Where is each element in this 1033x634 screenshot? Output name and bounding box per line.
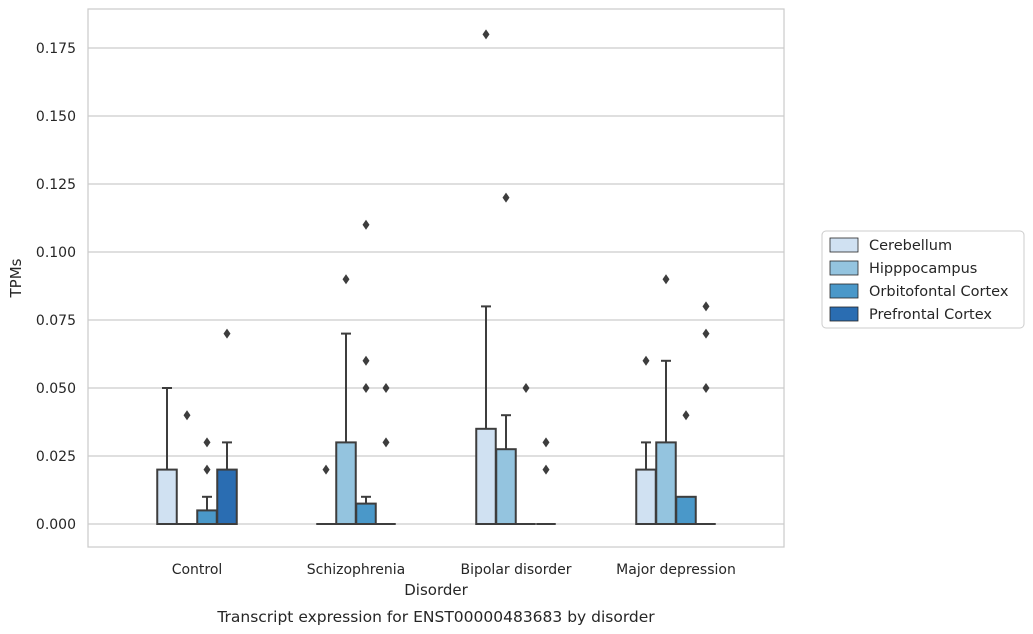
chart-caption: Transcript expression for ENST0000048368…: [216, 608, 655, 626]
outlier-point: [502, 192, 510, 203]
y-tick-label: 0.075: [36, 313, 76, 329]
outlier-point: [542, 464, 550, 475]
y-axis-label: TPMs: [7, 258, 25, 298]
outlier-point: [223, 328, 231, 339]
plot-frame: [87, 8, 785, 548]
box: [355, 502, 377, 526]
x-tick-label: Schizophrenia: [307, 562, 405, 578]
box: [156, 468, 178, 526]
outlier-point: [702, 301, 710, 312]
box-group: [196, 437, 218, 525]
outlier-point: [482, 29, 490, 40]
box: [475, 427, 497, 525]
legend-label: Hipppocampus: [869, 261, 977, 277]
outlier-point: [203, 437, 211, 448]
y-tick-labels: 0.000 0.025 0.050 0.075 0.100 0.125 0.150 0.175: [36, 41, 76, 533]
outlier-point: [362, 219, 370, 230]
box: [196, 509, 218, 525]
x-tick-label: Control: [172, 562, 223, 578]
outlier-point: [642, 355, 650, 366]
y-tick-label: 0.000: [36, 517, 76, 533]
box-group: [376, 383, 396, 525]
box: [635, 468, 657, 526]
outlier-point: [203, 464, 211, 475]
legend-swatch: [829, 283, 859, 299]
grid-lines: [88, 47, 784, 525]
y-tick-label: 0.125: [36, 177, 76, 193]
y-tick-label: 0.175: [36, 41, 76, 57]
legend: Cerebellum Hipppocampus Orbitofontal Corte…: [821, 230, 1025, 329]
outlier-point: [362, 383, 370, 393]
x-tick-labels: Control Schizophrenia Bipolar disorder Majo…: [172, 562, 736, 578]
x-tick-label: Major depression: [616, 562, 736, 578]
box-group: [495, 192, 517, 526]
box-group: [696, 301, 716, 525]
outlier-point: [682, 410, 690, 421]
box-group: [635, 355, 657, 526]
box-group: [536, 437, 556, 525]
box-group: [675, 410, 697, 525]
outlier-point: [362, 355, 370, 366]
box-group: [316, 464, 336, 525]
legend-label: Cerebellum: [869, 238, 952, 254]
outlier-point: [702, 383, 710, 393]
box-group: [156, 387, 178, 526]
y-tick-label: 0.100: [36, 245, 76, 261]
legend-swatch: [829, 306, 859, 322]
box-group: [475, 29, 497, 525]
box-series: [156, 29, 716, 526]
box: [675, 495, 697, 525]
legend-frame: [821, 230, 1025, 329]
outlier-point: [322, 464, 330, 475]
outlier-point: [662, 274, 670, 285]
box-group: [216, 328, 238, 526]
box-group: [177, 410, 197, 525]
legend-swatch: [829, 237, 859, 253]
legend-label: Orbitofontal Cortex: [869, 284, 1009, 300]
box: [216, 468, 238, 526]
outlier-point: [522, 383, 530, 393]
x-tick-label: Bipolar disorder: [460, 562, 571, 578]
outlier-point: [702, 328, 710, 339]
box-group: [655, 274, 677, 525]
box-group: [335, 274, 357, 525]
legend-label: Prefrontal Cortex: [869, 307, 992, 323]
outlier-point: [382, 383, 390, 393]
box-group: [355, 219, 377, 526]
box-group: [516, 383, 536, 525]
y-tick-label: 0.150: [36, 109, 76, 125]
box: [335, 441, 357, 525]
box: [655, 441, 677, 525]
legend-swatch: [829, 260, 859, 276]
outlier-point: [342, 274, 350, 285]
x-axis-label: Disorder: [404, 581, 468, 599]
y-tick-label: 0.050: [36, 381, 76, 397]
outlier-point: [542, 437, 550, 448]
box: [495, 448, 517, 526]
outlier-point: [382, 437, 390, 448]
y-tick-label: 0.025: [36, 449, 76, 465]
outlier-point: [183, 410, 191, 421]
